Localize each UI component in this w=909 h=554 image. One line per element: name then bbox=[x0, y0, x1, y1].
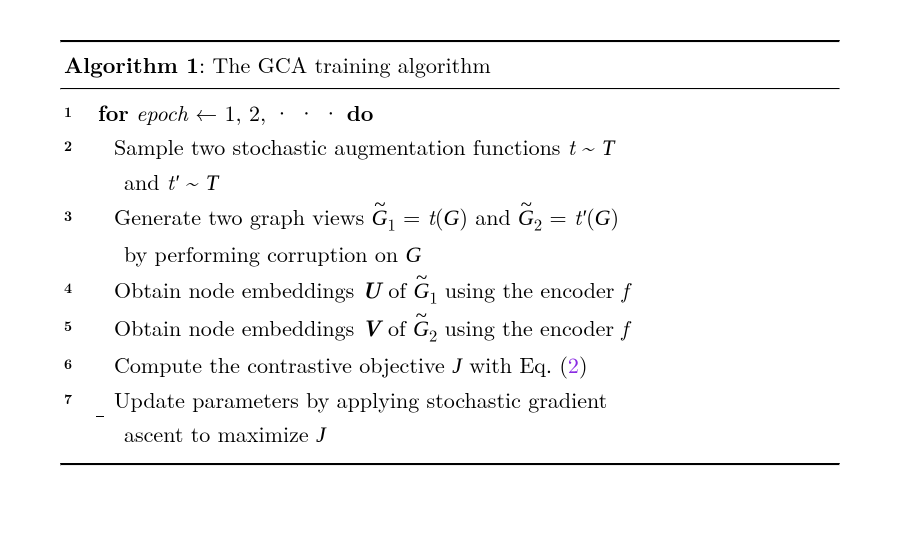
embed-U: U bbox=[362, 273, 381, 305]
text: Generate two graph views bbox=[114, 201, 372, 232]
and: and bbox=[468, 201, 518, 232]
sub1: 1 bbox=[429, 285, 437, 309]
var-tprime: t′ bbox=[167, 166, 179, 197]
using: using the encoder bbox=[437, 312, 621, 343]
stmt: and t′ ~ T bbox=[108, 165, 836, 200]
algo-line: 6 Compute the contrastive objective J wi… bbox=[64, 348, 836, 383]
arrow: ← bbox=[188, 97, 225, 128]
graph-G: G bbox=[595, 205, 611, 230]
sub2: 2 bbox=[429, 323, 437, 347]
for-keyword: for bbox=[98, 97, 129, 128]
text: Compute the contrastive objective bbox=[114, 349, 452, 380]
line-number: 4 bbox=[64, 272, 92, 300]
objective-J: J bbox=[452, 353, 462, 378]
algorithm-body: 1 for epoch ← 1, 2, · · · do 2 Sample tw… bbox=[60, 90, 840, 463]
stmt: Obtain node embeddings U of G1 using the… bbox=[108, 272, 836, 310]
set-T: T bbox=[602, 135, 614, 160]
algorithm-block: Algorithm 1: The GCA training algorithm … bbox=[60, 40, 840, 466]
for-header: for epoch ← 1, 2, · · · do bbox=[92, 96, 836, 130]
loop-range: 1, 2, · · · bbox=[225, 97, 347, 128]
line-number: 2 bbox=[64, 130, 92, 158]
algo-line-cont: . by performing corruption on G bbox=[64, 237, 836, 272]
var-t: t bbox=[568, 131, 575, 162]
text: ) bbox=[579, 349, 588, 380]
text: with Eq. ( bbox=[462, 349, 568, 380]
text: and bbox=[124, 166, 167, 197]
algo-line: 7 Update parameters by applying stochast… bbox=[64, 383, 836, 417]
algo-number: 1 bbox=[186, 49, 199, 80]
do-keyword: do bbox=[347, 97, 374, 128]
text: ascent to maximize bbox=[124, 418, 316, 449]
bottom-rule bbox=[60, 463, 840, 466]
objective-J: J bbox=[316, 422, 326, 447]
algo-line: 4 Obtain node embeddings U of G1 using t… bbox=[64, 272, 836, 310]
var-t: t bbox=[428, 201, 435, 232]
graph-G1: G bbox=[372, 201, 388, 235]
line-number: 5 bbox=[64, 310, 92, 338]
title-rest: : The GCA training algorithm bbox=[199, 49, 491, 80]
sim: ~ bbox=[575, 131, 602, 162]
algo-line: 1 for epoch ← 1, 2, · · · do bbox=[64, 96, 836, 130]
line-number: 7 bbox=[64, 383, 92, 411]
paren: ( bbox=[586, 201, 595, 232]
sub2: 2 bbox=[534, 212, 542, 236]
encoder-f: f bbox=[621, 312, 628, 343]
eq-ref-link[interactable]: 2 bbox=[568, 349, 579, 380]
line-number: 6 bbox=[64, 348, 92, 376]
encoder-f: f bbox=[622, 274, 629, 305]
paren: ) bbox=[459, 201, 468, 232]
stmt: Obtain node embeddings V of G2 using the… bbox=[108, 310, 836, 348]
text: Update parameters by applying stochastic… bbox=[114, 384, 607, 415]
var-tprime: t′ bbox=[574, 201, 586, 232]
sub1: 1 bbox=[388, 212, 396, 236]
set-T: T bbox=[206, 170, 218, 195]
algo-line-cont: . and t′ ~ T bbox=[64, 165, 836, 200]
stmt: Sample two stochastic augmentation funct… bbox=[108, 130, 836, 165]
graph-G: G bbox=[443, 205, 459, 230]
stmt: by performing corruption on G bbox=[108, 237, 836, 272]
algo-line-cont: . ascent to maximize J bbox=[64, 417, 836, 452]
eq: = bbox=[396, 201, 428, 232]
algo-line: 5 Obtain node embeddings V of G2 using t… bbox=[64, 310, 836, 348]
eq: = bbox=[542, 201, 574, 232]
algorithm-title: Algorithm 1: The GCA training algorithm bbox=[60, 43, 840, 88]
sim: ~ bbox=[179, 166, 206, 197]
text: Sample two stochastic augmentation funct… bbox=[114, 131, 568, 162]
text: by performing corruption on bbox=[124, 238, 405, 269]
title-prefix: Algorithm bbox=[64, 49, 186, 80]
graph-G2: G bbox=[413, 312, 429, 346]
embed-V: V bbox=[362, 311, 381, 343]
stmt: Compute the contrastive objective J with… bbox=[108, 348, 836, 383]
line-number: 3 bbox=[64, 200, 92, 228]
text: Obtain node embeddings bbox=[114, 274, 362, 305]
stmt: Generate two graph views G1 = t(G) and G… bbox=[108, 200, 836, 237]
text: Obtain node embeddings bbox=[114, 312, 362, 343]
line-number: 1 bbox=[64, 96, 92, 124]
algo-line: 2 Sample two stochastic augmentation fun… bbox=[64, 130, 836, 165]
stmt: ascent to maximize J bbox=[108, 417, 836, 452]
stmt: Update parameters by applying stochastic… bbox=[108, 383, 836, 417]
epoch-var: epoch bbox=[136, 97, 188, 128]
algo-line: 3 Generate two graph views G1 = t(G) and… bbox=[64, 200, 836, 237]
of: of bbox=[381, 274, 413, 305]
graph-G2: G bbox=[518, 201, 534, 235]
paren: ) bbox=[611, 201, 620, 232]
using: using the encoder bbox=[438, 274, 622, 305]
of: of bbox=[381, 312, 413, 343]
